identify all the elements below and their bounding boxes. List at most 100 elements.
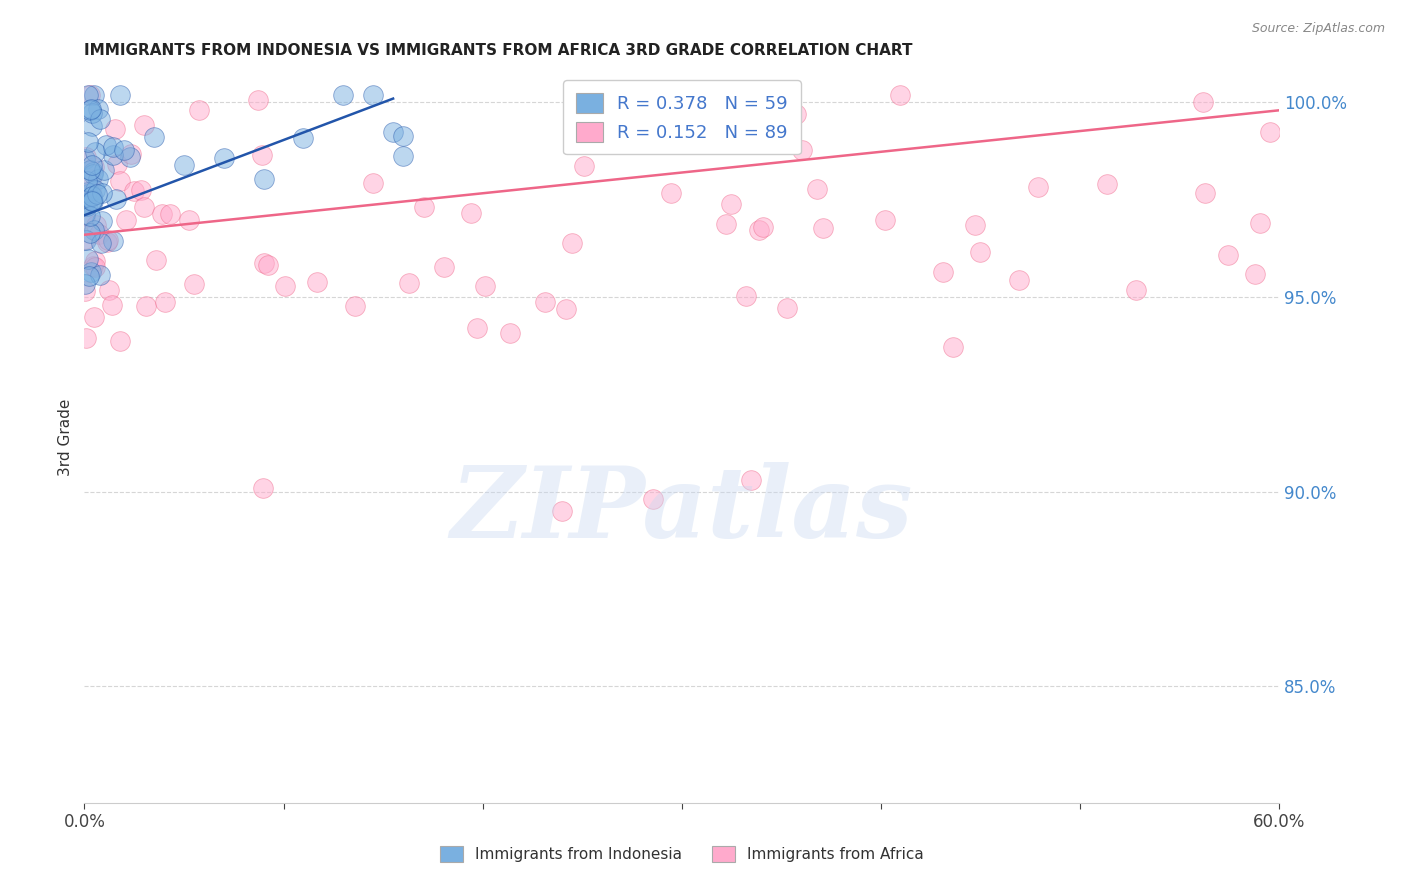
Point [75, 196, 97, 211]
Point [79, 186, 101, 200]
Point [307, 275, 329, 289]
Point [94, 138, 117, 153]
Point [75, 194, 97, 209]
Point [84, 183, 107, 197]
Point [965, 218, 987, 232]
Point [91, 214, 114, 228]
Point [433, 260, 456, 275]
Point [179, 212, 201, 227]
Point [76, 199, 98, 213]
Point [748, 223, 770, 237]
Point [465, 320, 488, 334]
Point [150, 207, 173, 221]
Point [252, 147, 274, 161]
Point [720, 196, 742, 211]
Point [292, 131, 315, 145]
Point [75, 150, 97, 164]
Point [75, 207, 97, 221]
Point [83, 223, 105, 237]
Point [87, 172, 110, 186]
Point [413, 200, 436, 214]
Point [90, 186, 112, 201]
Point [82, 189, 104, 203]
Text: Source: ZipAtlas.com: Source: ZipAtlas.com [1251, 22, 1385, 36]
Point [153, 295, 176, 310]
Point [84, 260, 107, 274]
Point [135, 299, 157, 313]
Point [659, 186, 682, 201]
Point [79, 209, 101, 223]
Point [80, 119, 103, 133]
Point [134, 118, 156, 132]
Point [83, 254, 105, 268]
Point [112, 144, 135, 158]
Point [80, 193, 103, 207]
Point [80, 171, 103, 186]
Text: ZIPatlas: ZIPatlas [451, 462, 912, 558]
Point [1026, 180, 1049, 194]
Point [740, 473, 762, 487]
Point [1192, 95, 1215, 109]
Point [253, 256, 276, 270]
Point [110, 334, 132, 348]
Point [392, 128, 415, 143]
Point [1097, 177, 1119, 191]
Point [806, 182, 828, 196]
Point [97, 283, 120, 297]
Point [115, 212, 138, 227]
Point [734, 289, 756, 303]
Point [120, 146, 142, 161]
Point [100, 298, 122, 312]
Point [641, 492, 664, 507]
Point [361, 177, 384, 191]
Point [1216, 247, 1239, 261]
Point [550, 504, 572, 518]
Point [82, 106, 104, 120]
Point [90, 236, 112, 251]
Point [969, 244, 991, 259]
Point [73, 211, 96, 225]
Point [1008, 273, 1031, 287]
Point [75, 233, 97, 247]
Point [93, 163, 115, 178]
Point [714, 217, 737, 231]
Point [252, 481, 274, 495]
Point [1249, 216, 1271, 230]
Point [84, 218, 107, 232]
Point [534, 295, 557, 310]
Point [332, 87, 354, 102]
Point [83, 87, 105, 102]
Point [889, 87, 911, 102]
Point [80, 194, 103, 208]
Point [82, 194, 104, 208]
Point [273, 278, 295, 293]
Point [101, 148, 124, 162]
Point [79, 226, 101, 240]
Point [474, 278, 496, 293]
Point [143, 130, 166, 145]
Point [187, 103, 209, 117]
Point [77, 135, 100, 149]
Point [96, 235, 118, 250]
Point [122, 185, 145, 199]
Point [75, 152, 97, 166]
Point [77, 87, 100, 102]
Point [1194, 186, 1216, 201]
Point [614, 133, 637, 147]
Point [1125, 283, 1147, 297]
Point [86, 187, 108, 202]
Point [82, 259, 104, 273]
Point [118, 151, 141, 165]
Point [875, 213, 897, 227]
Point [101, 140, 124, 154]
Point [76, 174, 98, 188]
Point [77, 252, 100, 266]
Point [942, 340, 965, 354]
Point [79, 103, 101, 118]
Point [76, 185, 98, 199]
Point [1244, 268, 1267, 282]
Point [460, 205, 482, 219]
Point [101, 234, 124, 248]
Point [752, 219, 775, 234]
Point [73, 232, 96, 246]
